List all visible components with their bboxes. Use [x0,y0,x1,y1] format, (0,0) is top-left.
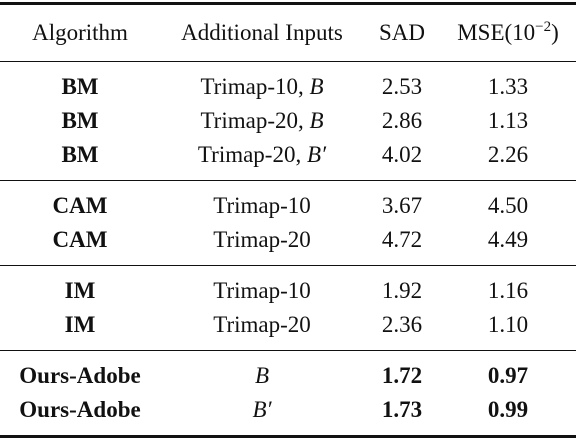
inputs-variable: B [309,108,324,133]
inputs-text: Trimap-20 [213,312,311,337]
algorithm-cell: CAM [52,227,108,252]
header-mse-close: ) [551,20,559,45]
inputs-cell: Trimap-20 [160,308,364,351]
sad-cell: 1.73 [381,397,423,422]
mse-cell: 2.26 [487,142,529,167]
mse-cell: 4.50 [487,193,529,218]
inputs-text: Trimap-10 [213,278,311,303]
mse-cell-best: 0.97 [487,363,529,388]
inputs-cell: Trimap-10 [160,266,364,309]
header-additional-inputs: Additional Inputs [181,20,343,45]
group-ours-adobe: Ours-Adobe B 1.72 0.97 Ours-Adobe B′ 1.7… [0,351,576,437]
table-row: Ours-Adobe B 1.72 0.97 [0,351,576,394]
algorithm-cell: Ours-Adobe [19,397,141,422]
inputs-variable: B′ [252,397,272,422]
table-row: IM Trimap-10 1.92 1.16 [0,266,576,309]
table-row: CAM Trimap-10 3.67 4.50 [0,181,576,224]
table-row: BM Trimap-10, B 2.53 1.33 [0,62,576,105]
inputs-cell: Trimap-10 [160,181,364,224]
sad-cell: 2.36 [381,312,423,337]
mse-cell: 1.16 [487,278,529,303]
mse-cell: 0.99 [487,397,529,422]
algorithm-cell: IM [64,278,96,303]
header-row: Algorithm Additional Inputs SAD MSE(10−2… [0,3,576,62]
inputs-cell: Trimap-20, B′ [160,138,364,181]
sad-cell: 2.53 [381,74,423,99]
algorithm-cell: CAM [52,193,108,218]
algorithm-cell: BM [61,142,99,167]
group-cam: CAM Trimap-10 3.67 4.50 CAM Trimap-20 4.… [0,181,576,266]
table-row: BM Trimap-20, B 2.86 1.13 [0,104,576,138]
sad-cell: 4.02 [381,142,423,167]
header-mse: MSE(10−2) [440,4,576,62]
mse-cell: 4.49 [487,227,529,252]
algorithm-cell: Ours-Adobe [19,363,141,388]
mse-cell: 1.33 [487,74,529,99]
header-algorithm: Algorithm [32,20,128,45]
table-row: Ours-Adobe B′ 1.73 0.99 [0,393,576,437]
algorithm-cell: BM [61,108,99,133]
inputs-variable: B [309,74,324,99]
inputs-text: Trimap-20 [213,227,311,252]
table-row: CAM Trimap-20 4.72 4.49 [0,223,576,266]
inputs-text: Trimap-10, [200,74,310,99]
sad-cell: 3.67 [381,193,423,218]
inputs-text: Trimap-20, [200,108,310,133]
header-sad: SAD [378,20,425,45]
sad-cell: 2.86 [381,108,423,133]
results-table-container: Algorithm Additional Inputs SAD MSE(10−2… [0,3,576,437]
inputs-cell: Trimap-20, B [160,104,364,138]
sad-cell: 4.72 [381,227,423,252]
sad-cell-best: 1.72 [381,363,423,388]
table-row: BM Trimap-20, B′ 4.02 2.26 [0,138,576,181]
inputs-cell: B [160,351,364,394]
inputs-text: Trimap-20, [197,142,307,167]
mse-cell: 1.10 [487,312,529,337]
inputs-variable: B′ [306,142,327,167]
mse-cell: 1.13 [487,108,529,133]
inputs-cell: Trimap-20 [160,223,364,266]
inputs-text: Trimap-10 [213,193,311,218]
table-row: IM Trimap-20 2.36 1.10 [0,308,576,351]
algorithm-cell: IM [64,312,96,337]
group-bm: BM Trimap-10, B 2.53 1.33 BM Trimap-20, … [0,62,576,181]
inputs-cell: B′ [160,393,364,437]
group-im: IM Trimap-10 1.92 1.16 IM Trimap-20 2.36… [0,266,576,351]
inputs-variable: B [254,363,270,388]
inputs-cell: Trimap-10, B [160,62,364,105]
table-header: Algorithm Additional Inputs SAD MSE(10−2… [0,3,576,62]
header-mse-exponent: −2 [535,19,552,35]
algorithm-cell: BM [61,74,99,99]
sad-cell: 1.92 [381,278,423,303]
header-mse-base: MSE(10 [457,20,536,45]
